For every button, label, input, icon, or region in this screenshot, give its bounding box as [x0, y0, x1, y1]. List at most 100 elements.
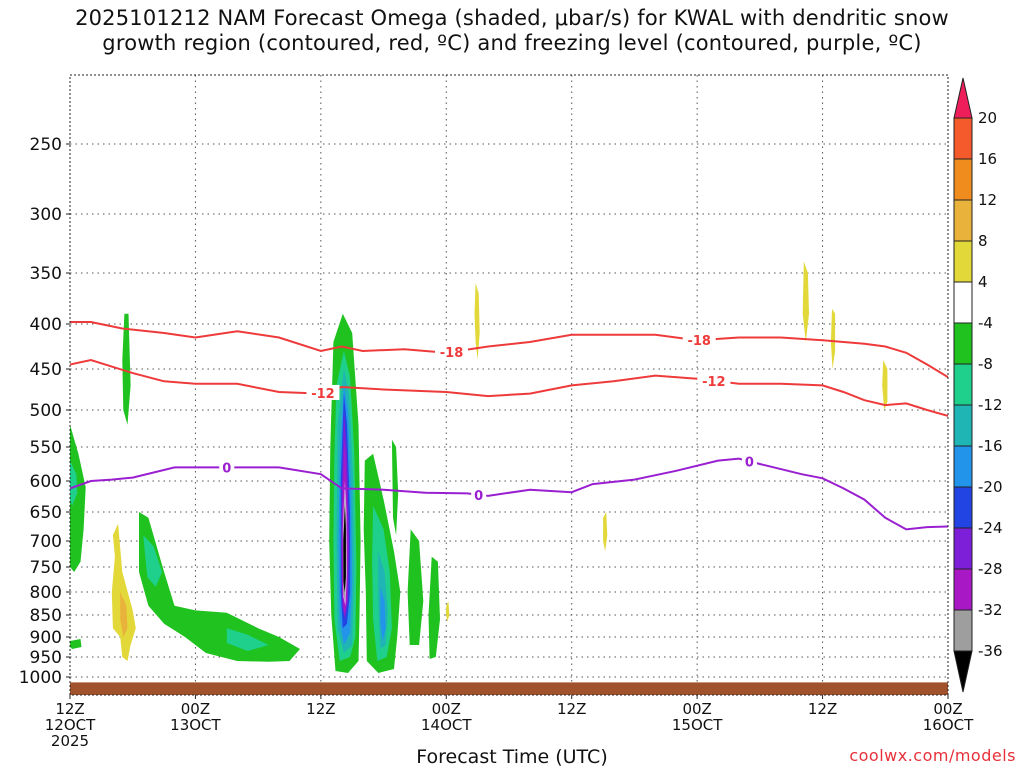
colorbar-swatch [953, 568, 973, 611]
omega-area [139, 512, 300, 662]
colorbar-tick-label: -20 [978, 478, 1003, 496]
colorbar-swatch [953, 158, 973, 201]
x-tick-label: 12Z [306, 700, 335, 718]
y-axis: 2503003504004505005506006507007508008509… [19, 135, 70, 688]
omega-area [802, 261, 809, 342]
ground [70, 682, 948, 695]
y-tick-label: 400 [30, 315, 62, 335]
contour-line [70, 358, 948, 417]
omega-area [343, 505, 346, 592]
omega-area [70, 639, 82, 649]
x-tick-label: 00Z [933, 700, 962, 718]
title-line-2: growth region (contoured, red, ºC) and f… [102, 31, 922, 55]
omega-area [70, 424, 86, 572]
omega-area [70, 460, 78, 506]
omega-area [407, 529, 424, 645]
colorbar-tick-label: -8 [978, 355, 993, 373]
x-tick-label: 00Z [432, 700, 461, 718]
omega-area [380, 587, 386, 641]
y-tick-label: 250 [30, 135, 62, 155]
contour-label: 0 [474, 489, 483, 504]
colorbar-top-arrow [953, 77, 973, 119]
omega-area [111, 523, 136, 661]
y-tick-label: 850 [30, 606, 62, 626]
y-tick-label: 900 [30, 628, 62, 648]
omega-area [428, 556, 440, 659]
omega-area [474, 283, 480, 360]
contour-label-bg [471, 486, 487, 502]
y-tick-label: 600 [30, 472, 62, 492]
y-tick-label: 350 [30, 264, 62, 284]
y-tick-label: 550 [30, 438, 62, 458]
colorbar-swatch [953, 117, 973, 160]
colorbar: 20 16 12 8 4 -4 -8 -12 -16 -20 -24 -28 -32 -36 [953, 77, 1003, 693]
ground-fill [70, 682, 948, 695]
colorbar-swatch [953, 445, 973, 488]
omega-area [391, 439, 399, 536]
y-tick-label: 950 [30, 648, 62, 668]
chart-title: 2025101212 NAM Forecast Omega (shaded, μ… [0, 6, 1024, 56]
omega-area [120, 592, 128, 637]
y-tick-label: 300 [30, 205, 62, 225]
x-tick-label: 14OCT [421, 716, 472, 734]
plot-frame [69, 74, 949, 696]
omega-shading [70, 261, 888, 673]
contour-label: 0 [222, 461, 231, 476]
x-tick-label: 12Z [55, 700, 84, 718]
contours [70, 321, 948, 531]
contour-label-bg [219, 459, 235, 475]
colorbar-tick-label: -4 [978, 314, 993, 332]
colorbar-tick-label: 8 [978, 232, 988, 250]
colorbar-tick-label: -36 [978, 642, 1003, 660]
omega-area [882, 360, 888, 410]
omega-area [122, 313, 131, 425]
colorbar-tick-label: -24 [978, 519, 1003, 537]
x-tick-label: 00Z [682, 700, 711, 718]
colorbar-tick-label: 20 [978, 109, 997, 127]
credit-link[interactable]: coolwx.com/models [849, 746, 1016, 765]
colorbar-swatch [953, 527, 973, 570]
contour-label: -18 [440, 346, 464, 361]
grid [70, 75, 948, 695]
x-tick-label: 16OCT [923, 716, 974, 734]
y-tick-label: 1000 [19, 668, 62, 688]
y-tick-label: 800 [30, 583, 62, 603]
colorbar-tick-label: 16 [978, 150, 997, 168]
contour-label-bg [697, 372, 731, 388]
colorbar-tick-label: -32 [978, 601, 1003, 619]
y-tick-label: 700 [30, 532, 62, 552]
colorbar-swatch [953, 322, 973, 365]
contour-label: -18 [687, 334, 711, 349]
colorbar-tick-label: -28 [978, 560, 1003, 578]
x-tick-label: 13OCT [170, 716, 221, 734]
contour-labels: -18 -18 -12 -12 0 0 0 [219, 332, 757, 504]
colorbar-swatch [953, 609, 973, 652]
y-tick-label: 500 [30, 401, 62, 421]
x-tick-label: 12Z [557, 700, 586, 718]
contour-label-bg [306, 384, 340, 400]
y-tick-label: 750 [30, 558, 62, 578]
contour-label-bg [741, 453, 757, 469]
x-tick-label: 12OCT [45, 716, 96, 734]
contour-line [70, 457, 948, 531]
omega-area [226, 628, 269, 651]
x-tick-label: 15OCT [672, 716, 723, 734]
x-tick-label: 12Z [808, 700, 837, 718]
contour-label-bg [682, 332, 716, 348]
x-axis-title: Forecast Time (UTC) [416, 746, 608, 768]
colorbar-swatch [953, 404, 973, 447]
x-tick-label: 00Z [181, 700, 210, 718]
colorbar-swatch [953, 240, 973, 283]
colorbar-swatch [953, 486, 973, 529]
contour-line [70, 321, 948, 379]
colorbar-tick-label: 12 [978, 191, 997, 209]
contour-label-bg [435, 344, 469, 360]
omega-area [143, 535, 162, 587]
y-tick-label: 650 [30, 503, 62, 523]
omega-area [830, 308, 836, 369]
colorbar-bottom-arrow [953, 650, 973, 693]
contour-label: -12 [702, 375, 726, 390]
title-line-1: 2025101212 NAM Forecast Omega (shaded, μ… [75, 6, 949, 30]
